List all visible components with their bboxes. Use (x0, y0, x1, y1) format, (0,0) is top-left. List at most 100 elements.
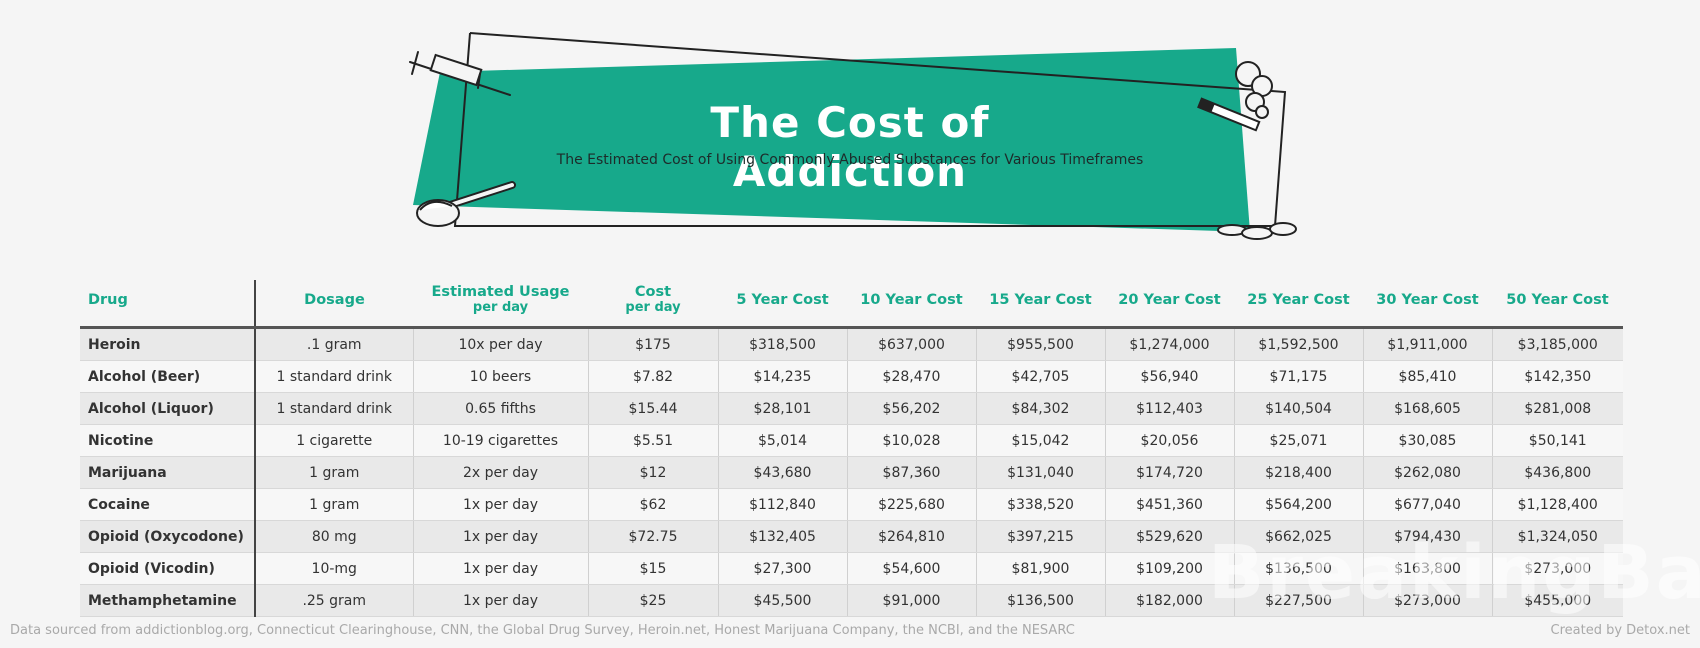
table-cell: $84,302 (975, 392, 1105, 425)
table-cell: $12 (587, 456, 718, 489)
table-cell: $455,000 (1491, 584, 1623, 617)
drug-name-cell: Opioid (Oxycodone) (80, 520, 255, 553)
watermark: BreakingBad (1208, 530, 1700, 616)
table-cell: 1 gram (254, 488, 413, 521)
table-cell: $136,500 (1233, 552, 1363, 585)
table-cell: $85,410 (1362, 360, 1492, 393)
table-cell: $112,403 (1104, 392, 1234, 425)
drug-name-cell: Nicotine (80, 424, 255, 457)
column-header-label: 5 Year Cost (736, 292, 829, 308)
table-cell: 1x per day (412, 520, 588, 553)
table-cell: $20,056 (1104, 424, 1234, 457)
table-cell: $142,350 (1491, 360, 1623, 393)
column-header: Dosage (254, 280, 413, 329)
table-cell: $677,040 (1362, 488, 1492, 521)
table-cell: 10-mg (254, 552, 413, 585)
table-cell: $56,202 (846, 392, 976, 425)
table-cell: $7.82 (587, 360, 718, 393)
table-cell: 10 beers (412, 360, 588, 393)
table-cell: $131,040 (975, 456, 1105, 489)
source-note: Data sourced from addictionblog.org, Con… (10, 623, 1075, 638)
table-cell: .25 gram (254, 584, 413, 617)
table-cell: 10x per day (412, 327, 588, 361)
drug-name-cell: Alcohol (Beer) (80, 360, 255, 393)
table-cell: $163,800 (1362, 552, 1492, 585)
table-cell: $28,470 (846, 360, 976, 393)
table-cell: $397,215 (975, 520, 1105, 553)
table-cell: $262,080 (1362, 456, 1492, 489)
table-cell: $72.75 (587, 520, 718, 553)
table-cell: .1 gram (254, 327, 413, 361)
table-cell: $5,014 (717, 424, 847, 457)
table-cell: $3,185,000 (1491, 327, 1623, 361)
table-row: Heroin .1 gram 10x per day $175 $318,500 $637… (80, 327, 1623, 361)
drug-name-cell: Methamphetamine (80, 584, 255, 617)
header-banner (409, 32, 1297, 240)
table-row: Alcohol (Liquor) 1 standard drink 0.65 fif… (80, 392, 1623, 425)
table-cell: $1,911,000 (1362, 327, 1492, 361)
table-cell: $45,500 (717, 584, 847, 617)
table-row: Alcohol (Beer) 1 standard drink 10 beers $7… (80, 360, 1623, 393)
cost-table: Drug Dosage Estimated Usage per day Cost per … (80, 280, 1623, 617)
table-cell: $564,200 (1233, 488, 1363, 521)
table-cell: $91,000 (846, 584, 976, 617)
table-cell: $140,504 (1233, 392, 1363, 425)
table-cell: $132,405 (717, 520, 847, 553)
column-header: Drug (80, 280, 255, 329)
table-cell: $1,592,500 (1233, 327, 1363, 361)
table-cell: $71,175 (1233, 360, 1363, 393)
column-header: Cost per day (588, 280, 718, 329)
table-cell: $87,360 (846, 456, 976, 489)
table-row: Nicotine 1 cigarette 10-19 cigarettes $5.51… (80, 424, 1623, 457)
table-cell: $81,900 (975, 552, 1105, 585)
table-cell: $436,800 (1491, 456, 1623, 489)
table-cell: $43,680 (717, 456, 847, 489)
column-header: 30 Year Cost (1363, 280, 1492, 329)
column-header-label: Cost (634, 284, 672, 300)
drug-name-cell: Alcohol (Liquor) (80, 392, 255, 425)
table-cell: $451,360 (1104, 488, 1234, 521)
table-cell: 1x per day (412, 584, 588, 617)
table-cell: $175 (587, 327, 718, 361)
column-header-label: Estimated Usage (431, 284, 570, 300)
table-cell: 0.65 fifths (412, 392, 588, 425)
table-cell: $25,071 (1233, 424, 1363, 457)
column-header: 25 Year Cost (1234, 280, 1363, 329)
table-cell: 1 standard drink (254, 360, 413, 393)
table-cell: $42,705 (975, 360, 1105, 393)
table-cell: $5.51 (587, 424, 718, 457)
table-cell: $1,324,050 (1491, 520, 1623, 553)
page-subtitle: The Estimated Cost of Using Commonly Abu… (556, 152, 1144, 168)
column-header-label: 30 Year Cost (1376, 292, 1479, 308)
table-cell: $15 (587, 552, 718, 585)
header-row: Drug Dosage Estimated Usage per day Cost per … (80, 280, 1623, 329)
table-cell: $15,042 (975, 424, 1105, 457)
table-cell: $136,500 (975, 584, 1105, 617)
table-cell: $227,500 (1233, 584, 1363, 617)
table-cell: $10,028 (846, 424, 976, 457)
column-header-label: Dosage (304, 292, 365, 308)
table-cell: $273,000 (1362, 584, 1492, 617)
page-title: The Cost of Addiction (710, 98, 990, 196)
table-cell: $50,141 (1491, 424, 1623, 457)
column-header: 15 Year Cost (976, 280, 1105, 329)
table-row: Marijuana 1 gram 2x per day $12 $43,680 $87,3… (80, 456, 1623, 489)
table-cell: 1 cigarette (254, 424, 413, 457)
table-header: Drug Dosage Estimated Usage per day Cost per … (80, 280, 1623, 329)
table-cell: $14,235 (717, 360, 847, 393)
table-cell: $794,430 (1362, 520, 1492, 553)
table-cell: 1x per day (412, 488, 588, 521)
table-cell: $15.44 (587, 392, 718, 425)
table-cell: $174,720 (1104, 456, 1234, 489)
table-cell: $30,085 (1362, 424, 1492, 457)
table-cell: $264,810 (846, 520, 976, 553)
table-cell: 10-19 cigarettes (412, 424, 588, 457)
table-cell: $168,605 (1362, 392, 1492, 425)
smoke-icon (1235, 61, 1273, 119)
drug-name-cell: Heroin (80, 327, 255, 361)
cigarette-icon (1197, 97, 1261, 132)
table-cell: 80 mg (254, 520, 413, 553)
table-body: Heroin .1 gram 10x per day $175 $318,500 $637… (80, 327, 1623, 617)
table-cell: $1,274,000 (1104, 327, 1234, 361)
drug-name-cell: Opioid (Vicodin) (80, 552, 255, 585)
